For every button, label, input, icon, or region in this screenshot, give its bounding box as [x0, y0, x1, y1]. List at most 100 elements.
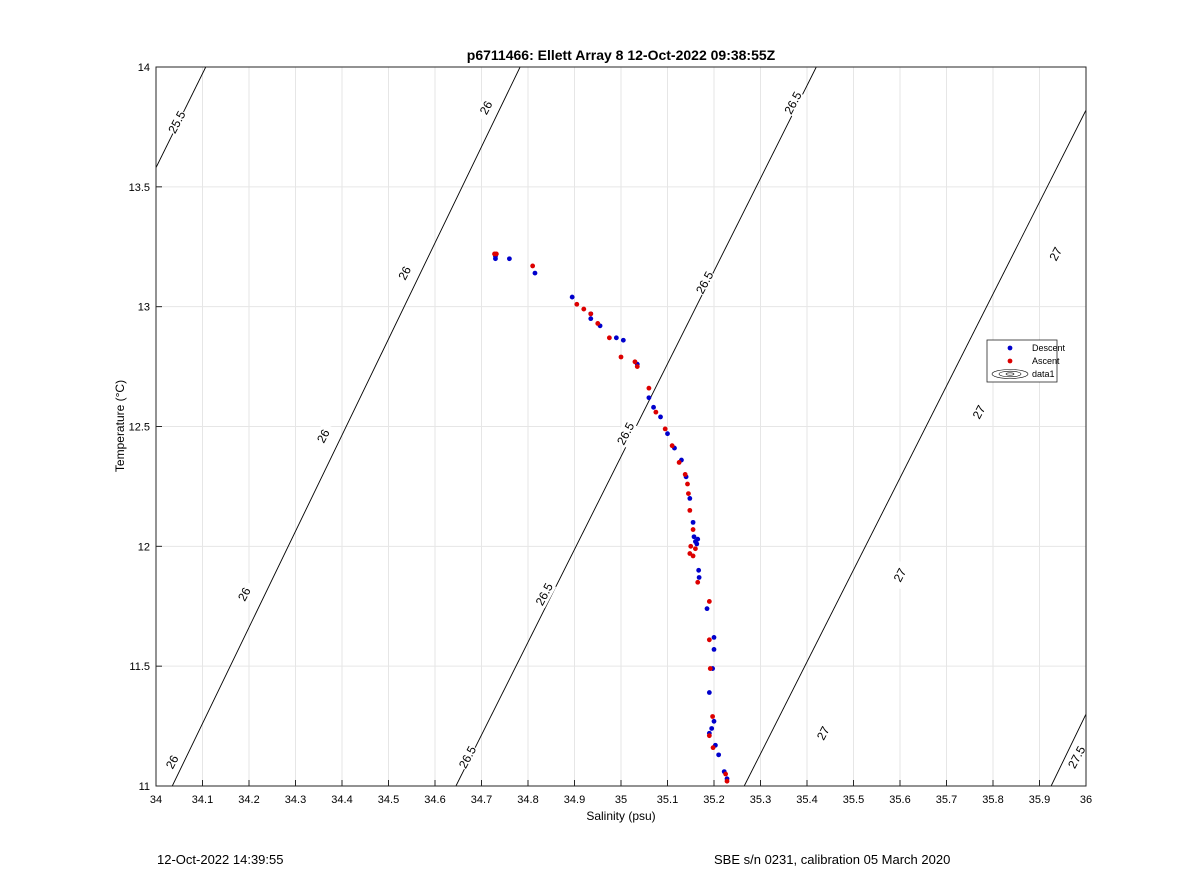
- x-tick-label: 35.1: [657, 794, 678, 806]
- ascent-point: [686, 491, 691, 497]
- x-tick-label: 35.9: [1029, 794, 1050, 806]
- descent-point: [646, 395, 652, 401]
- contour-label-background: [532, 580, 557, 609]
- contour-label: 27: [814, 724, 833, 743]
- contour-label-background: [311, 422, 336, 450]
- ascent-point: [724, 778, 730, 784]
- x-tick-label: 34.5: [378, 794, 399, 806]
- ascent-point: [493, 251, 499, 257]
- contour-label: 25.5: [165, 108, 188, 135]
- descent-point: [507, 256, 512, 262]
- descent-point: [696, 567, 702, 573]
- x-tick-label: 35.2: [703, 794, 724, 806]
- contour-label-background: [811, 719, 836, 748]
- contour-label: 26: [395, 264, 414, 283]
- contour-label: 27: [1046, 244, 1065, 263]
- legend: Descent Ascent data1: [986, 339, 1066, 383]
- ascent-point: [618, 354, 624, 360]
- y-tick-label: 13: [138, 302, 150, 314]
- ascent-point: [723, 771, 729, 777]
- descent-point: [620, 337, 626, 343]
- y-tick-label: 11: [139, 781, 150, 793]
- contour-label: 27: [891, 566, 910, 585]
- x-tick-label: 34.2: [238, 794, 259, 806]
- contour-label-background: [474, 93, 498, 122]
- x-tick-label: 35: [615, 794, 627, 806]
- contour-label: 26.5: [781, 89, 804, 116]
- x-tick-label: 35.3: [750, 794, 771, 806]
- ascent-point: [710, 714, 716, 719]
- legend-contour-icon: [991, 369, 1029, 379]
- ascent-point: [632, 359, 638, 365]
- y-axis-ticks: 11 11.5 12 12.5 13 13.5 14: [129, 62, 162, 793]
- ascent-point: [653, 409, 659, 415]
- legend-box: [986, 339, 1058, 383]
- ascent-point: [669, 443, 675, 449]
- ascent-point: [707, 666, 713, 671]
- descent-point: [569, 294, 575, 300]
- x-tick-label: 35.8: [982, 794, 1003, 806]
- ascent-point: [690, 527, 696, 532]
- x-tick-label: 34.1: [192, 794, 213, 806]
- descent-point: [694, 541, 700, 547]
- descent-point: [658, 414, 663, 420]
- ascent-point: [693, 546, 698, 552]
- x-tick-label: 34.9: [564, 794, 585, 806]
- descent-point: [695, 536, 701, 542]
- contour-label: 26.5: [614, 420, 637, 447]
- descent-point: [704, 606, 710, 612]
- contour-label: 27: [970, 403, 989, 422]
- contour-label: 27.5: [1065, 743, 1088, 770]
- descent-point: [493, 256, 498, 262]
- x-tick-label: 35.5: [843, 794, 864, 806]
- contour-label-background: [165, 108, 189, 137]
- contour-label-background: [392, 259, 417, 287]
- y-tick-label: 12.5: [129, 422, 150, 434]
- descent-point: [711, 718, 717, 724]
- descent-point: [706, 690, 712, 695]
- x-tick-label: 34: [150, 794, 162, 806]
- descent-point: [691, 534, 697, 540]
- contour-label-background: [692, 268, 717, 297]
- ascent-point: [574, 301, 580, 307]
- contour-label: 26: [235, 585, 254, 604]
- contour-label-background: [455, 743, 480, 772]
- y-tick-label: 13.5: [129, 182, 150, 194]
- x-tick-label: 36: [1080, 794, 1092, 806]
- ascent-point: [690, 553, 696, 559]
- x-tick-label: 35.7: [936, 794, 957, 806]
- contour-label-background: [967, 398, 991, 427]
- contour-label-background: [781, 89, 805, 117]
- ascent-point: [706, 637, 712, 643]
- y-tick-label: 14: [138, 62, 150, 74]
- descent-point: [716, 752, 722, 758]
- contour-label-background: [888, 561, 912, 589]
- y-tick-label: 12: [138, 541, 150, 553]
- ascent-point: [687, 507, 693, 513]
- legend-ascent-label: Ascent: [1032, 356, 1060, 366]
- ascent-point: [682, 472, 688, 477]
- x-tick-label: 35.6: [889, 794, 910, 806]
- chart-title: p6711466: Ellett Array 8 12-Oct-2022 09:…: [467, 47, 776, 63]
- ascent-point: [695, 579, 701, 585]
- descent-point: [709, 726, 715, 731]
- contour-label: 26.5: [456, 743, 479, 770]
- ascent-point: [530, 263, 536, 269]
- ascent-point: [581, 306, 587, 312]
- x-axis-ticks: 34 34.1 34.2 34.3 34.4 34.5 34.6 34.7 34.8 34.9 35…: [150, 780, 1092, 806]
- x-tick-label: 34.4: [331, 794, 352, 806]
- contour-label-background: [160, 748, 185, 776]
- descent-point: [711, 646, 717, 652]
- ascent-point: [688, 543, 694, 549]
- descent-point: [696, 575, 702, 580]
- legend-descent-label: Descent: [1032, 343, 1066, 353]
- density-contour-line: [743, 109, 1086, 786]
- ascent-point: [706, 599, 712, 604]
- x-axis-label: Salinity (psu): [586, 809, 655, 823]
- x-tick-label: 34.8: [517, 794, 538, 806]
- ascent-point: [646, 385, 652, 391]
- data-points: [492, 251, 730, 784]
- contour-label-background: [232, 580, 257, 609]
- contour-label-background: [613, 419, 638, 448]
